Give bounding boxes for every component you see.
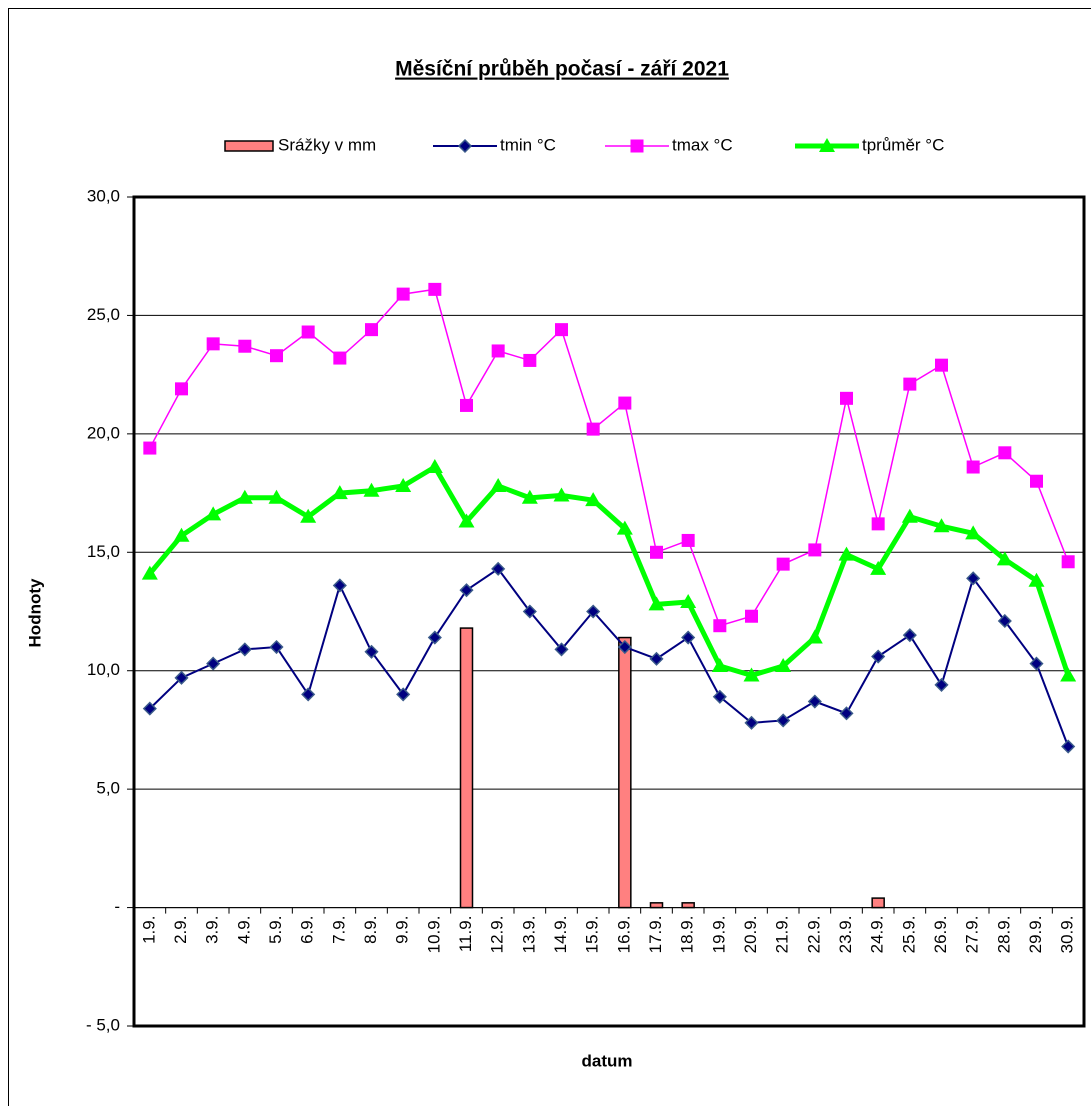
point [207, 337, 220, 350]
bar [682, 903, 694, 908]
point [935, 359, 948, 372]
x-tick-label: 13.9. [519, 916, 538, 954]
x-tick-label: 20.9. [741, 916, 760, 954]
point [808, 543, 821, 556]
point [333, 352, 346, 365]
chart-title: Měsíční průběh počasí - září 2021 [395, 58, 729, 81]
point [777, 558, 790, 571]
x-tick-label: 15.9. [583, 916, 602, 954]
point [618, 397, 631, 410]
bar [651, 903, 663, 908]
x-tick-label: 17.9. [646, 916, 665, 954]
point [998, 446, 1011, 459]
legend-label: tmin °C [500, 135, 556, 154]
point [143, 442, 156, 455]
point [1030, 475, 1043, 488]
x-tick-label: 23.9. [836, 916, 855, 954]
x-tick-label: 21.9. [773, 916, 792, 954]
legend-label: tprůměr °C [862, 135, 944, 154]
legend-swatch [225, 141, 273, 151]
point [650, 546, 663, 559]
x-tick-label: 3.9. [203, 916, 222, 944]
bar [461, 628, 473, 907]
legend-label: Srážky v mm [278, 135, 376, 154]
x-tick-label: 18.9. [678, 916, 697, 954]
x-tick-label: 11.9. [456, 916, 475, 953]
point [840, 392, 853, 405]
x-tick-label: 25.9. [899, 916, 918, 954]
x-tick-label: 7.9. [329, 916, 348, 944]
point [713, 619, 726, 632]
x-tick-label: 26.9. [931, 916, 950, 954]
legend-marker [631, 140, 644, 153]
point [175, 382, 188, 395]
y-tick-label: 30,0 [87, 186, 120, 205]
point [872, 517, 885, 530]
x-tick-label: 6.9. [298, 916, 317, 944]
x-tick-label: 8.9. [361, 916, 380, 944]
x-tick-label: 10.9. [424, 916, 443, 954]
legend-label: tmax °C [672, 135, 733, 154]
point [397, 288, 410, 301]
x-tick-label: 24.9. [868, 916, 887, 954]
point [523, 354, 536, 367]
y-tick-label: 15,0 [87, 542, 120, 561]
x-tick-label: 4.9. [234, 916, 253, 944]
x-tick-label: 27.9. [963, 916, 982, 954]
x-tick-label: 29.9. [1026, 916, 1045, 954]
point [587, 423, 600, 436]
x-axis-title: datum [582, 1051, 633, 1070]
point [270, 349, 283, 362]
x-tick-label: 16.9. [614, 916, 633, 954]
x-tick-label: 2.9. [171, 916, 190, 944]
point [555, 323, 568, 336]
point [460, 399, 473, 412]
point [238, 340, 251, 353]
x-tick-label: 5.9. [266, 916, 285, 944]
y-tick-label: - 5,0 [86, 1015, 120, 1034]
y-tick-label: 10,0 [87, 660, 120, 679]
x-tick-label: 9.9. [393, 916, 412, 944]
y-tick-label: 25,0 [87, 305, 120, 324]
point [967, 461, 980, 474]
x-tick-label: 1.9. [139, 916, 158, 944]
x-tick-label: 28.9. [994, 916, 1013, 954]
bar [872, 898, 884, 907]
x-tick-label: 12.9. [488, 916, 507, 954]
y-axis-title: Hodnoty [25, 578, 44, 647]
point [1062, 555, 1075, 568]
point [745, 610, 758, 623]
point [302, 326, 315, 339]
point [903, 378, 916, 391]
point [682, 534, 695, 547]
y-tick-label: - [114, 897, 120, 916]
x-tick-label: 19.9. [709, 916, 728, 954]
x-tick-label: 22.9. [804, 916, 823, 954]
x-tick-label: 14.9. [551, 916, 570, 954]
point [428, 283, 441, 296]
x-tick-label: 30.9. [1058, 916, 1077, 954]
y-tick-label: 20,0 [87, 423, 120, 442]
point [365, 323, 378, 336]
bar [619, 638, 631, 908]
y-tick-label: 5,0 [96, 779, 120, 798]
point [492, 344, 505, 357]
